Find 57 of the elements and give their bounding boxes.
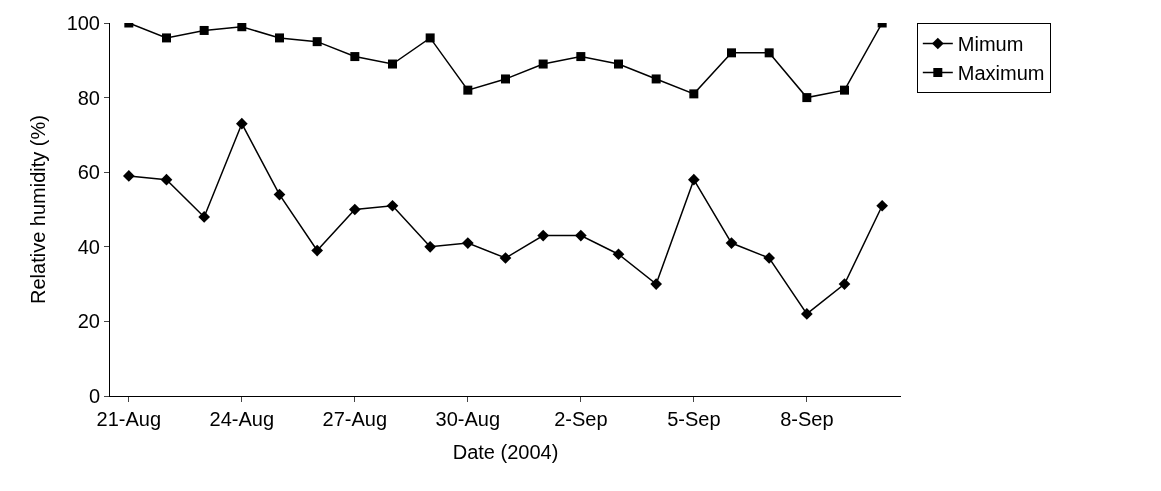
point <box>501 74 510 84</box>
y-tick-label: 40 <box>77 235 100 258</box>
point <box>725 237 738 249</box>
legend-label: Mimum <box>957 33 1024 56</box>
point <box>574 229 587 242</box>
point <box>350 52 360 62</box>
point <box>311 244 324 257</box>
point <box>840 85 849 95</box>
y-axis-title: Relative humidity (%) <box>27 115 50 304</box>
point <box>348 203 361 216</box>
point <box>614 59 623 69</box>
point <box>463 85 473 95</box>
point <box>538 59 548 69</box>
x-tick-label: 5-Sep <box>667 408 721 430</box>
y-tick-label: 80 <box>77 86 100 109</box>
point <box>687 173 700 186</box>
point <box>162 33 171 43</box>
point <box>763 252 776 264</box>
legend-label: Maximum <box>957 62 1045 85</box>
x-tick-label: 8-Sep <box>780 408 834 430</box>
point <box>499 252 512 264</box>
x-tick-label: 30-Aug <box>435 408 501 430</box>
point <box>198 211 211 223</box>
point <box>199 25 209 35</box>
point <box>273 188 286 201</box>
y-tick-label: 0 <box>88 385 100 407</box>
point <box>764 48 774 58</box>
point <box>612 248 625 261</box>
point <box>275 33 284 43</box>
point <box>461 237 474 249</box>
point <box>122 170 135 182</box>
x-tick-label: 24-Aug <box>209 408 275 430</box>
point <box>800 308 813 320</box>
point <box>386 199 399 212</box>
point <box>425 33 435 43</box>
point <box>388 59 397 69</box>
point <box>689 89 699 99</box>
point <box>727 48 736 58</box>
point <box>802 93 812 103</box>
point <box>537 229 550 242</box>
point <box>876 199 889 212</box>
point <box>424 240 437 253</box>
point <box>160 173 173 186</box>
y-tick-label: 60 <box>77 161 100 184</box>
point <box>651 74 661 84</box>
x-tick-label: 21-Aug <box>96 408 162 430</box>
point <box>235 117 248 130</box>
point <box>312 37 322 47</box>
y-tick-label: 20 <box>77 310 100 333</box>
point <box>838 278 851 290</box>
x-axis-title: Date (2004) <box>452 440 559 463</box>
point <box>237 23 247 32</box>
point <box>576 52 586 62</box>
point <box>650 278 663 290</box>
y-tick-label: 100 <box>66 12 100 34</box>
x-tick-label: 27-Aug <box>322 408 388 430</box>
x-tick-label: 2-Sep <box>554 408 608 430</box>
